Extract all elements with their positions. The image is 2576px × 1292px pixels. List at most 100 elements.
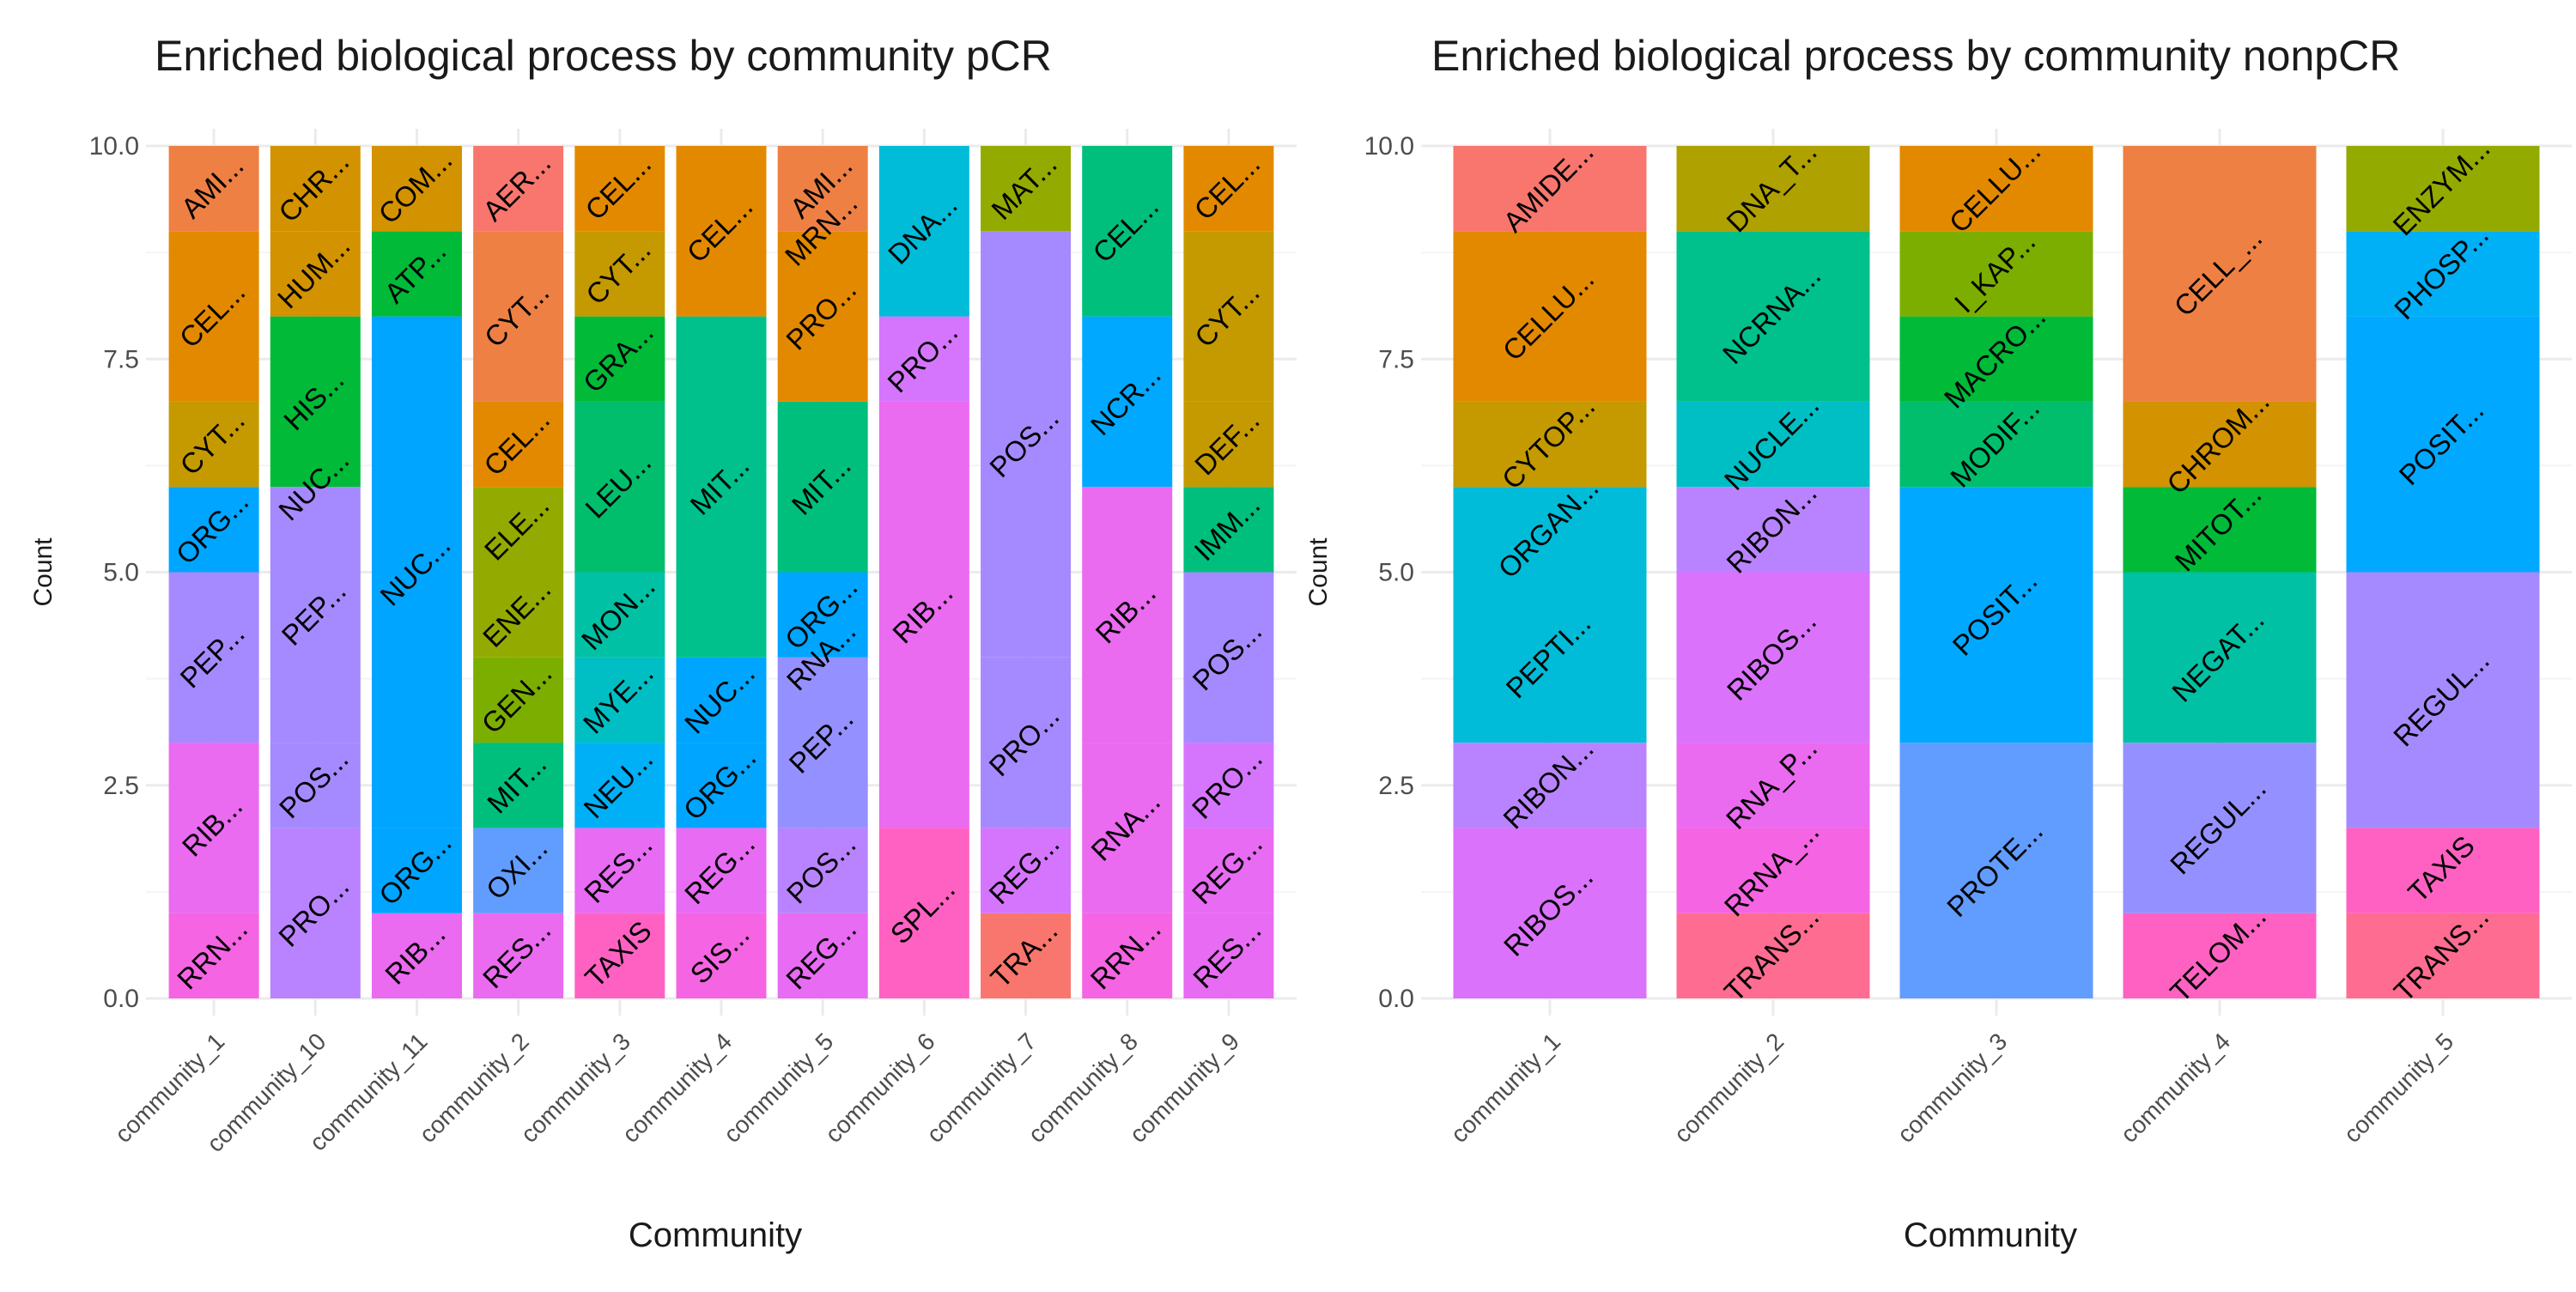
bar-segment xyxy=(270,828,361,998)
bar-segment xyxy=(1082,487,1173,743)
y-axis-title: Count xyxy=(29,537,58,607)
bar-segment xyxy=(1453,401,1647,488)
bar-segment xyxy=(1676,401,1870,488)
bar-segment xyxy=(168,913,259,998)
bar-segment xyxy=(2123,401,2317,488)
bar-segment xyxy=(981,657,1072,828)
bar-segment xyxy=(1453,572,1647,743)
bar-segment xyxy=(2346,572,2540,828)
x-tick-label: community_5 xyxy=(2339,1028,2459,1148)
bar-segment xyxy=(1183,231,1274,402)
bar-segment xyxy=(1453,146,1647,232)
y-tick-label: 0.0 xyxy=(103,985,139,1013)
bar-segment xyxy=(168,146,259,232)
bar-segment xyxy=(1899,487,2093,743)
bar-segment xyxy=(676,146,767,317)
bar-segment xyxy=(473,231,564,402)
bar-segment xyxy=(168,743,259,913)
bar-segment xyxy=(1453,743,1647,828)
bar-segment xyxy=(2123,743,2317,913)
chart-title: Enriched biological process by community… xyxy=(155,32,1052,80)
bar-segment xyxy=(878,146,969,317)
bar-segment xyxy=(574,146,665,232)
y-tick-label: 10.0 xyxy=(89,132,139,161)
y-tick-label: 7.5 xyxy=(103,345,139,373)
bar-segment xyxy=(1183,401,1274,488)
bar-segment xyxy=(1453,487,1647,573)
bar-segment xyxy=(270,743,361,828)
bar-segment xyxy=(473,828,564,913)
bar-segment xyxy=(1082,146,1173,317)
bar-segment xyxy=(270,146,361,232)
y-axis-title: Count xyxy=(1304,537,1333,607)
bar-segment xyxy=(1183,913,1274,998)
bar-segment xyxy=(1676,487,1870,573)
bar-segment xyxy=(777,231,868,402)
x-tick-label: community_1 xyxy=(1446,1028,1566,1148)
bar-segment xyxy=(574,828,665,913)
bar-segment xyxy=(2123,146,2317,402)
bar-segment xyxy=(2123,487,2317,573)
bar-segment xyxy=(2123,913,2317,998)
bar-segment xyxy=(777,913,868,998)
bar-segment xyxy=(574,401,665,573)
bar-segment xyxy=(1899,146,2093,232)
bar-segment xyxy=(777,657,868,828)
bar-segment xyxy=(878,316,969,402)
bar-segment xyxy=(878,401,969,828)
bar-segment xyxy=(1082,743,1173,913)
bar-segment xyxy=(574,743,665,828)
y-tick-label: 10.0 xyxy=(1364,132,1414,161)
bar-segment xyxy=(473,487,564,573)
bar-segment xyxy=(2346,231,2540,317)
bar-segment xyxy=(1183,146,1274,232)
bar-segment xyxy=(270,316,361,488)
bar-segment xyxy=(1899,231,2093,317)
bar-segment xyxy=(2346,828,2540,913)
bar-segment xyxy=(1676,828,1870,913)
bar-segment xyxy=(1183,828,1274,913)
y-tick-label: 2.5 xyxy=(1378,772,1414,800)
bar-segment xyxy=(878,828,969,998)
bar-segment xyxy=(473,657,564,743)
bar-segment xyxy=(574,316,665,402)
bar-segment xyxy=(2346,913,2540,998)
bar-segment xyxy=(1183,487,1274,573)
bar-segment xyxy=(574,657,665,743)
bar-segment xyxy=(574,231,665,317)
bar-segment xyxy=(574,572,665,658)
bar-segment xyxy=(574,913,665,998)
bar-segment xyxy=(1676,743,1870,828)
bar-segment xyxy=(473,913,564,998)
bar-segment xyxy=(1899,401,2093,488)
bar-segment xyxy=(473,743,564,828)
bar-segment xyxy=(473,146,564,232)
bar-segment xyxy=(270,487,361,743)
y-tick-label: 5.0 xyxy=(103,559,139,587)
bar-segment xyxy=(1082,913,1173,998)
bar-segment xyxy=(473,572,564,658)
x-axis-title: Community xyxy=(1904,1216,2077,1254)
y-tick-label: 2.5 xyxy=(103,772,139,800)
bar-segment xyxy=(777,572,868,658)
bar-segment xyxy=(168,572,259,743)
y-tick-label: 7.5 xyxy=(1378,345,1414,373)
bar-segment xyxy=(981,231,1072,658)
bar-segment xyxy=(676,316,767,658)
bar-segment xyxy=(676,743,767,828)
bar-segment xyxy=(1676,913,1870,998)
bar-segment xyxy=(777,828,868,913)
bar-segment xyxy=(2346,316,2540,573)
chart-panel-2: 0.02.55.07.510.0RIBOS...RIBON...PEPTI...… xyxy=(1304,32,2572,1254)
x-tick-label: community_4 xyxy=(2116,1028,2236,1148)
bar-segment xyxy=(981,146,1072,232)
bar-segment xyxy=(1453,828,1647,998)
bar-segment xyxy=(2346,146,2540,232)
bar-segment xyxy=(777,401,868,573)
bar-segment xyxy=(473,401,564,488)
bar-segment xyxy=(371,913,462,998)
bar-segment xyxy=(371,146,462,232)
bar-segment xyxy=(168,231,259,402)
bar-segment xyxy=(1183,572,1274,743)
